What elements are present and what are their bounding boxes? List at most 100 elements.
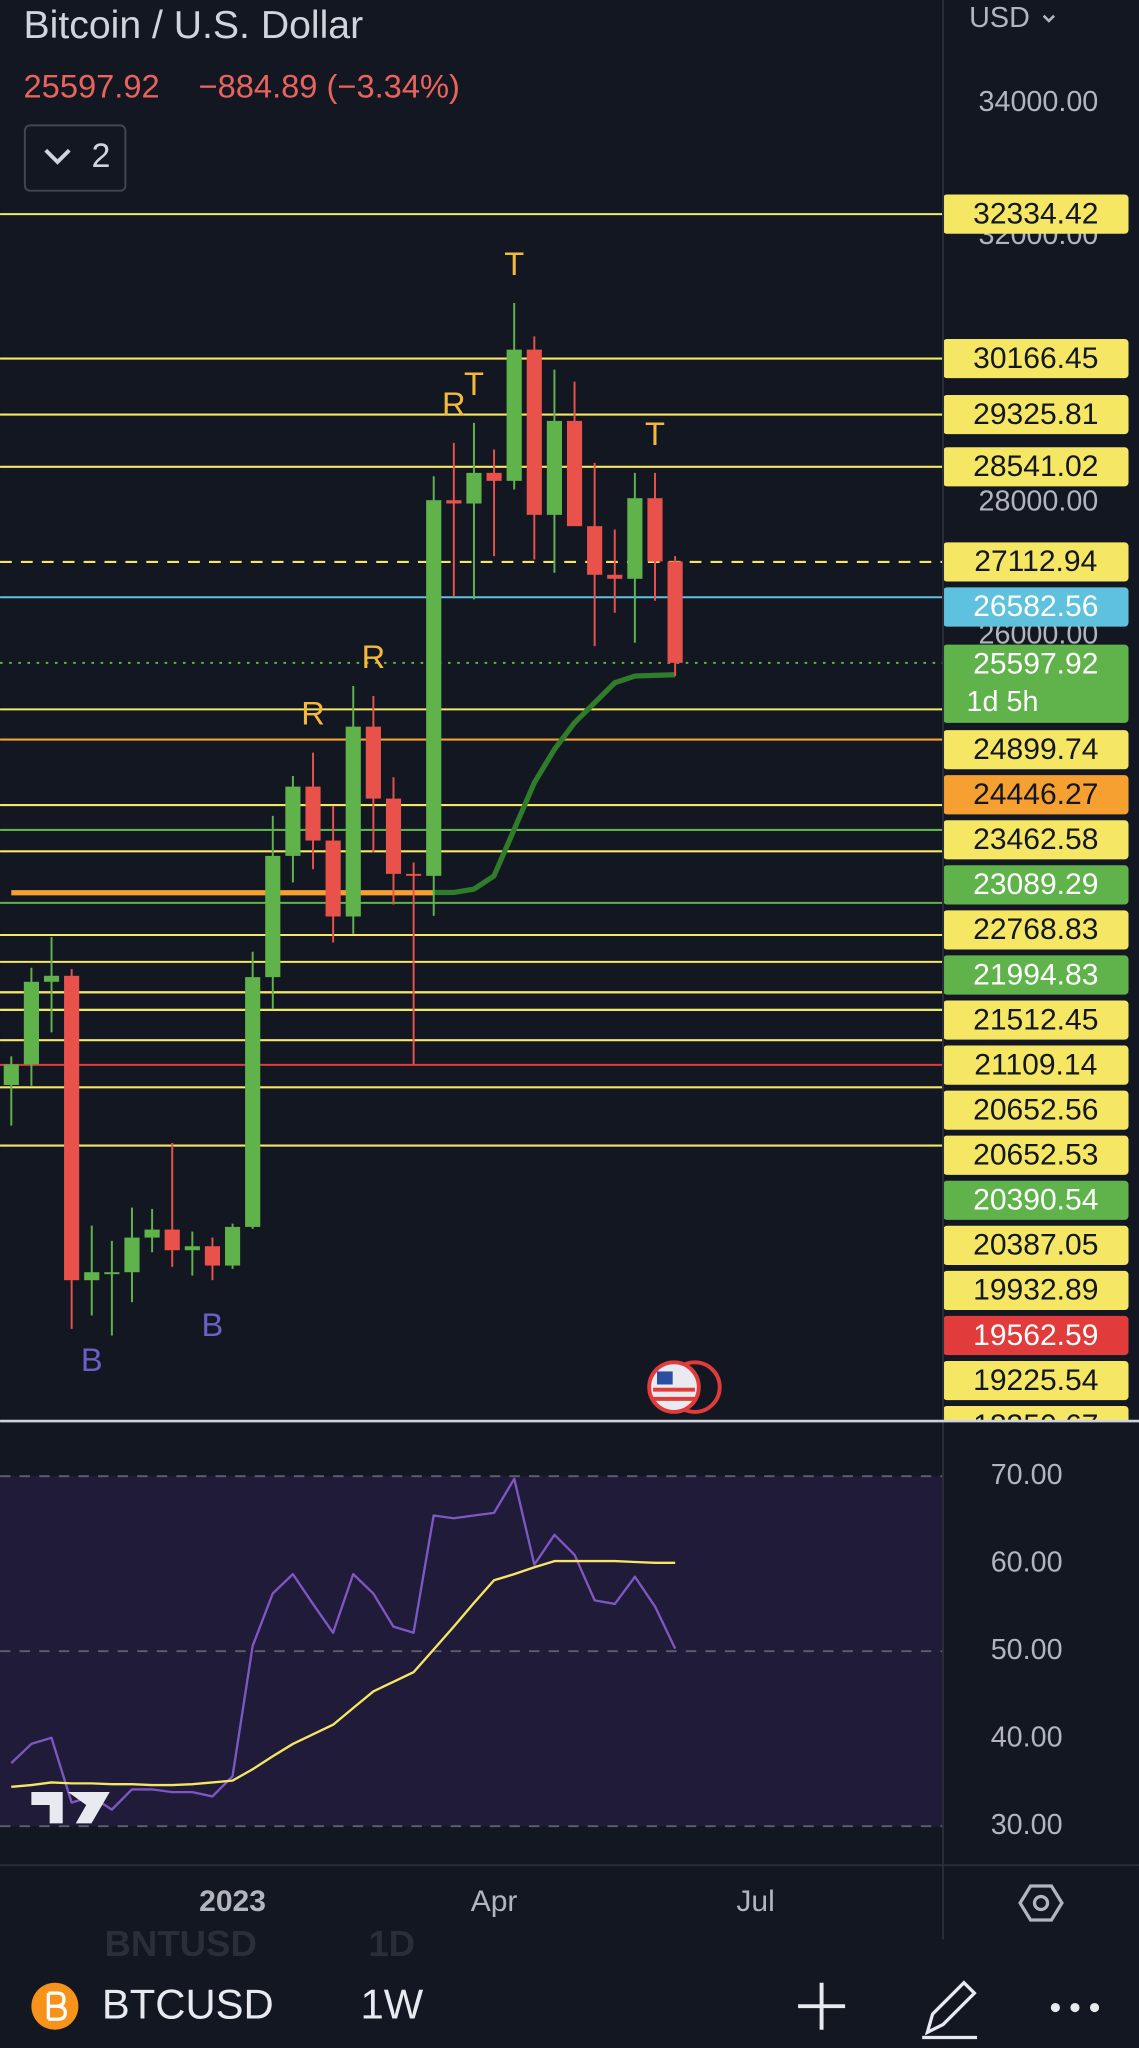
level-label: 21994.83 (973, 958, 1098, 991)
level-label: 20390.54 (973, 1184, 1098, 1217)
layout-count: 2 (91, 137, 110, 175)
signal-label: B (202, 1306, 224, 1343)
level-box (943, 1180, 1129, 1220)
x-tick-label: Jul (736, 1885, 774, 1918)
signal-label: R (301, 695, 325, 732)
candle-body (224, 1226, 241, 1266)
candle-body (124, 1237, 140, 1273)
level-label: 29325.81 (973, 398, 1098, 431)
level-label: 24899.74 (973, 733, 1098, 766)
candle-body (526, 349, 542, 515)
coin-glyph (46, 1991, 67, 2021)
more-icon (1070, 2002, 1080, 2013)
rsi-line (10, 1477, 677, 1811)
settings-icon[interactable] (1018, 1884, 1064, 1922)
toolbar-interval[interactable]: 1W (361, 1981, 424, 2028)
countdown: 1d 5h (967, 686, 1039, 718)
rsi-pane: 70.00 60.00 50.00 40.00 30.00 (0, 1459, 1063, 1841)
more-icon (1089, 2002, 1100, 2013)
candle-body (385, 798, 402, 874)
event-icon[interactable] (647, 1360, 701, 1414)
x-tick-label: Apr (471, 1885, 518, 1918)
level-label: 20652.56 (973, 1093, 1098, 1126)
price-change: −884.89 (−3.34%) (199, 67, 460, 104)
level-label: 20652.53 (973, 1139, 1098, 1172)
signal-label: B (81, 1341, 103, 1378)
rsi-tick-label: 70.00 (991, 1459, 1063, 1491)
toolbar-symbol[interactable]: BTCUSD (102, 1981, 274, 2028)
candle-body (245, 977, 261, 1227)
level-label: 20387.05 (973, 1229, 1098, 1262)
ghost-interval: 1D (368, 1923, 415, 1964)
candle-body (285, 786, 301, 856)
candle-body (587, 526, 603, 575)
rsi-tick-label: 60.00 (991, 1546, 1063, 1578)
level-box (943, 955, 1129, 995)
ghost-symbol: BNTUSD (105, 1923, 257, 1964)
rsi-line (11, 1559, 676, 1788)
candle-body (64, 975, 80, 1281)
candle-body (667, 561, 683, 663)
layout-toggle[interactable] (23, 124, 127, 192)
level-box (943, 730, 1129, 770)
logo (31, 1792, 110, 1824)
level-box (943, 338, 1129, 379)
level-label: 23089.29 (973, 868, 1098, 901)
signal-label: T (504, 245, 524, 282)
toolbar (0, 1939, 1139, 2048)
level-box (943, 1000, 1129, 1040)
level-box (943, 447, 1129, 487)
candle-body (184, 1246, 200, 1251)
candle-body (607, 574, 623, 579)
level-label: 30166.45 (973, 342, 1098, 375)
level-box (943, 910, 1129, 950)
candle-body (546, 420, 562, 515)
currency[interactable]: USD (969, 2, 1030, 34)
add-icon[interactable] (798, 1982, 846, 2030)
x-tick-label: 2023 (199, 1885, 266, 1918)
candle-body (23, 981, 39, 1065)
level-box (943, 1270, 1129, 1311)
level-label: 28541.02 (973, 450, 1098, 483)
settings-icon (1032, 1894, 1050, 1912)
more-icon[interactable] (1050, 2002, 1060, 2013)
y-tick-label: 34000.00 (978, 86, 1098, 118)
last-price-label: 25597.92 (973, 647, 1098, 680)
chevron-icon (44, 148, 71, 165)
level-label: 21512.45 (973, 1003, 1098, 1036)
candle-body (365, 726, 381, 799)
rsi-tick-label: 40.00 (991, 1721, 1063, 1753)
rsi-tick-label: 30.00 (991, 1809, 1063, 1841)
level-box (943, 1135, 1129, 1175)
signal-label: T (464, 365, 484, 402)
draw-icon[interactable] (922, 1980, 978, 2040)
rsi-tick-label: 50.00 (991, 1634, 1063, 1666)
candle-body (566, 420, 583, 527)
candle-body (345, 726, 361, 917)
level-label: 19932.89 (973, 1274, 1098, 1307)
level-label: 19225.54 (973, 1364, 1098, 1397)
flag-part (657, 1371, 673, 1385)
candle-body (305, 786, 321, 841)
signal-label: T (645, 415, 665, 452)
candle-body (506, 349, 522, 481)
candle-body (204, 1246, 221, 1266)
candle-body (84, 1272, 100, 1281)
candle-body (265, 855, 281, 978)
candle-body (144, 1229, 160, 1238)
level-label: 19562.59 (973, 1319, 1098, 1352)
level-box (943, 1225, 1129, 1265)
signal-label: R (442, 385, 466, 422)
candle-body (426, 500, 442, 876)
last-price: 25597.92 (24, 67, 160, 104)
last-price-box (943, 644, 1129, 723)
candle-body (406, 873, 422, 876)
candle-body (325, 840, 341, 917)
level-box (943, 1315, 1129, 1356)
level-box (943, 865, 1129, 905)
symbol-title: Bitcoin / U.S. Dollar (24, 4, 364, 47)
y-tick-label: 28000.00 (978, 485, 1098, 517)
